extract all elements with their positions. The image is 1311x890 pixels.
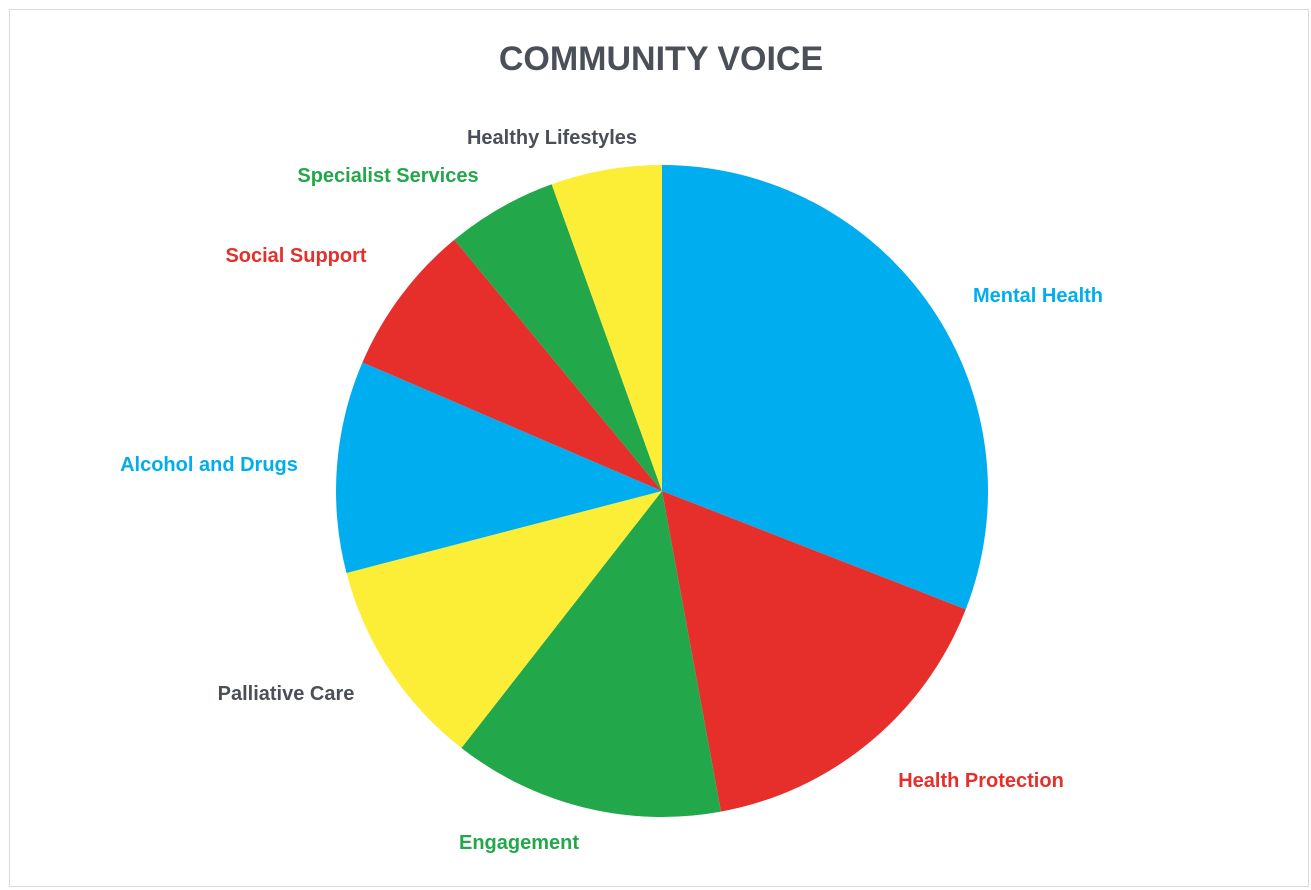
pie-slice-engagement [461,491,721,817]
pie-slice-social-support [362,239,662,491]
slices-layer [336,165,988,817]
slice-label-alcohol-and-drugs: Alcohol and Drugs [120,454,298,476]
labels-layer: Mental Health Health Protection Engagement… [120,127,1103,854]
chart-title: COMMUNITY VOICE [499,40,823,78]
pie-slice-mental-health [662,165,988,610]
pie-slice-specialist-services [454,184,662,492]
slice-label-specialist-services: Specialist Services [297,165,478,187]
slice-label-engagement: Engagement [459,832,579,854]
pie-slice-health-protection [662,491,966,812]
slice-label-mental-health: Mental Health [973,285,1103,307]
slice-label-palliative-care: Palliative Care [218,683,355,705]
pie-slice-alcohol-and-drugs [336,362,662,574]
slice-label-healthy-lifestyles: Healthy Lifestyles [467,127,637,149]
slice-label-social-support: Social Support [225,245,366,267]
slice-label-health-protection: Health Protection [898,770,1064,792]
pie-slice-palliative-care [346,491,662,748]
pie-slice-healthy-lifestyles [551,165,662,491]
